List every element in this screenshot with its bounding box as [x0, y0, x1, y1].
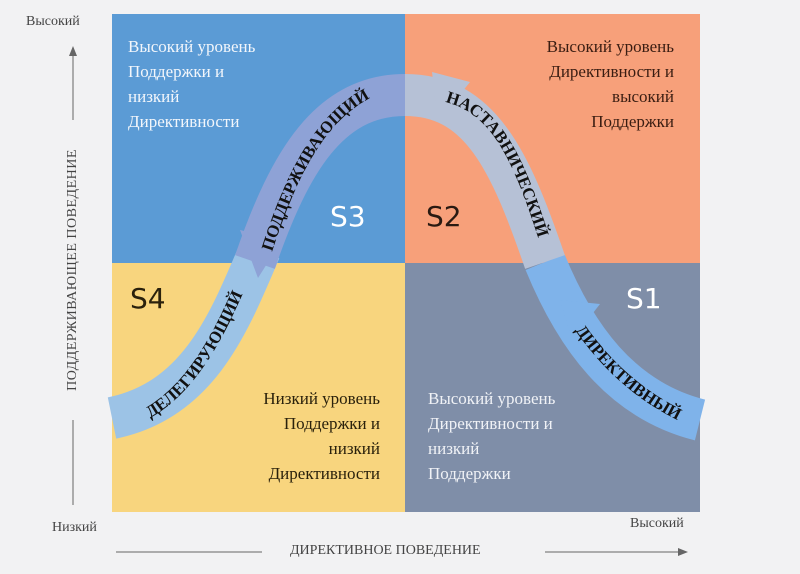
s4-label: S4: [130, 282, 166, 315]
y-axis-arrow-icon: [69, 46, 77, 56]
curve-segment-directing: [545, 262, 700, 420]
x-axis-arrow-icon: [678, 548, 688, 556]
x-axis-label: ДИРЕКТИВНОЕ ПОВЕДЕНИЕ: [290, 543, 481, 558]
quadrant-s2-text: Высокий уровень Директивности и высокий …: [546, 37, 674, 131]
x-axis-high-label: Высокий: [630, 516, 684, 531]
s1-label: S1: [626, 282, 662, 315]
arrowhead-icon: [240, 230, 282, 278]
quadrant-s1-text: Высокий уровень Директивности и низкий П…: [428, 389, 556, 483]
y-axis-high-label: Высокий: [26, 14, 80, 29]
s3-label: S3: [330, 200, 366, 233]
arrowhead-icon: [432, 72, 470, 122]
y-axis-label: ПОДДЕРЖИВАЮЩЕЕ ПОВЕДЕНИЕ: [65, 149, 80, 391]
x-axis-low-label: Низкий: [52, 520, 97, 535]
arrowhead-icon: [560, 300, 600, 340]
quadrant-s4-text: Низкий уровень Поддержки и низкий Директ…: [263, 389, 380, 483]
s2-label: S2: [426, 200, 462, 233]
quadrant-s3-text: Высокий уровень Поддержки и низкий Дирек…: [128, 37, 256, 131]
